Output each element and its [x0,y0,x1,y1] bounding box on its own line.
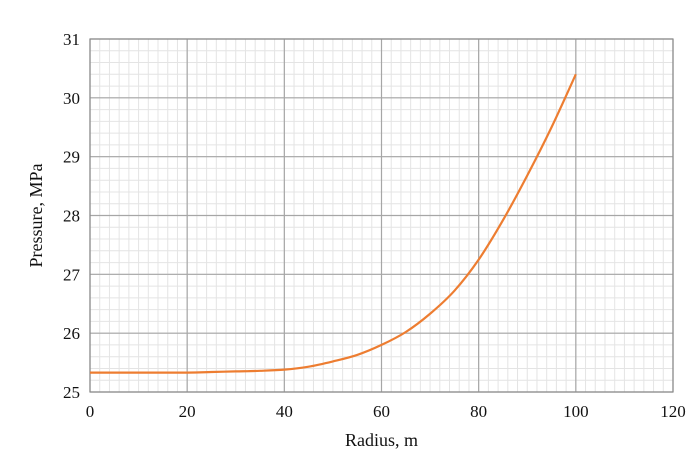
pressure-curve [90,73,577,374]
y-tick-label: 31 [63,30,80,49]
x-tick-label: 60 [373,402,390,421]
y-tick-label: 30 [63,89,80,108]
x-tick-label: 80 [470,402,487,421]
series-layer [90,73,577,374]
x-tick-labels: 0 20 40 60 80 100 120 [86,402,686,421]
y-tick-label: 28 [63,207,80,226]
y-tick-label: 27 [63,265,81,284]
y-axis-title: Pressure, MPa [26,163,46,267]
y-tick-label: 29 [63,148,80,167]
x-axis-title: Radius, m [345,430,418,450]
x-tick-label: 100 [563,402,589,421]
y-tick-label: 25 [63,383,80,402]
y-tick-label: 26 [63,324,80,343]
x-tick-label: 0 [86,402,95,421]
x-tick-label: 20 [179,402,196,421]
x-tick-label: 40 [276,402,293,421]
x-tick-label: 120 [660,402,686,421]
y-tick-labels: 25 26 27 28 29 30 31 [63,30,81,402]
plot-frame [89,38,674,393]
